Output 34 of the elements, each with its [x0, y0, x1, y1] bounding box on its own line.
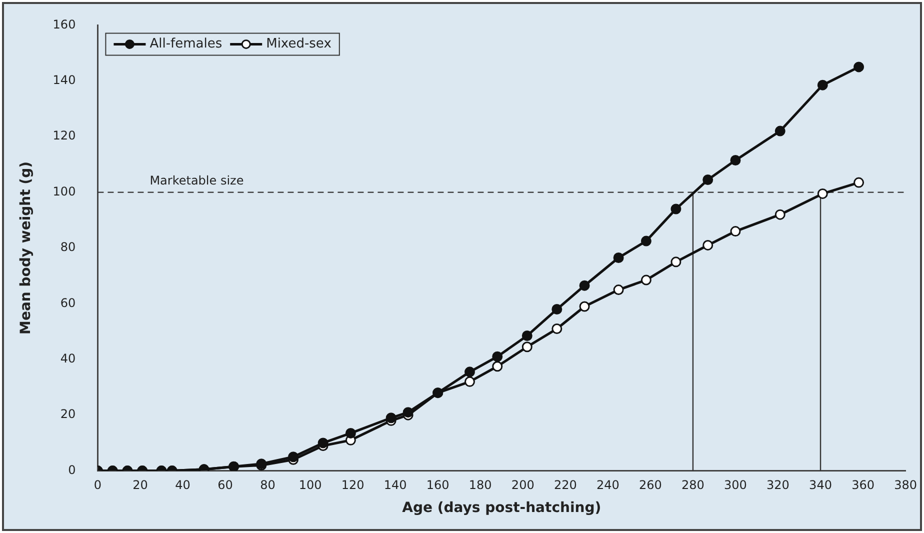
legend-label: All-females	[150, 36, 222, 52]
x-tick-label: 100	[298, 478, 322, 492]
x-tick-label: 80	[260, 478, 276, 492]
x-tick-label: 360	[852, 478, 874, 492]
x-tick-label: 320	[766, 478, 790, 492]
x-tick-label: 0	[94, 478, 102, 492]
x-tick-label: 180	[468, 478, 492, 492]
x-axis-title: Age (days post-hatching)	[402, 500, 602, 516]
y-tick-label: 60	[60, 296, 76, 310]
y-axis-title: Mean body weight (g)	[18, 162, 34, 334]
y-tick-label: 120	[52, 128, 76, 143]
x-tick-label: 140	[384, 478, 407, 492]
x-tick-label: 40	[175, 478, 190, 492]
x-tick-label: 160	[426, 478, 450, 492]
y-tick-label: 0	[68, 462, 76, 477]
x-tick-label: 340	[809, 478, 832, 492]
y-tick-label: 100	[52, 184, 76, 198]
y-tick-label: 160	[52, 17, 76, 32]
legend-label: Mixed-sex	[266, 36, 332, 52]
x-tick-label: 200	[511, 478, 534, 492]
x-tick-label: 380	[894, 478, 917, 492]
y-tick-label: 80	[60, 240, 76, 254]
x-tick-label: 260	[638, 478, 662, 492]
x-tick-label: 300	[724, 478, 747, 492]
x-tick-label: 60	[218, 478, 233, 492]
x-tick-label: 120	[341, 478, 364, 492]
y-tick-label: 140	[52, 73, 76, 88]
x-tick-label: 280	[682, 478, 704, 492]
y-tick-label: 40	[60, 352, 76, 366]
y-tick-label: 20	[60, 407, 76, 422]
x-tick-label: 220	[554, 478, 577, 492]
ref-line-label: Marketable size	[150, 173, 244, 188]
x-tick-label: 240	[596, 478, 620, 492]
x-tick-label: 20	[132, 478, 148, 492]
